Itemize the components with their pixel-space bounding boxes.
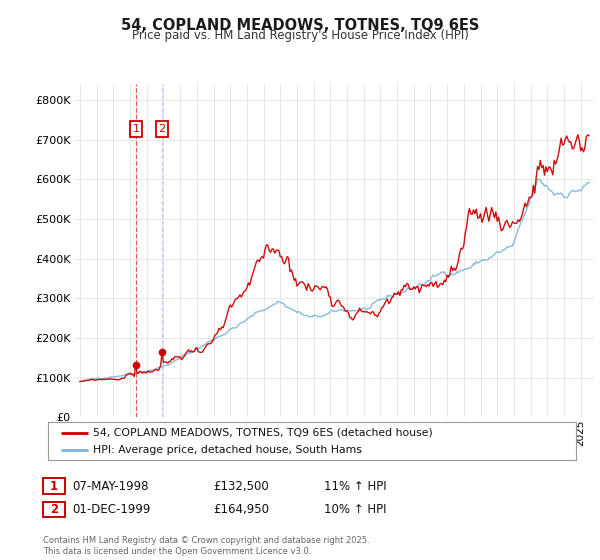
FancyBboxPatch shape [48, 422, 576, 460]
Text: 07-MAY-1998: 07-MAY-1998 [72, 479, 149, 493]
Text: 1: 1 [133, 124, 139, 134]
Text: Contains HM Land Registry data © Crown copyright and database right 2025.
This d: Contains HM Land Registry data © Crown c… [43, 536, 370, 556]
Text: 01-DEC-1999: 01-DEC-1999 [72, 503, 151, 516]
Text: Price paid vs. HM Land Registry's House Price Index (HPI): Price paid vs. HM Land Registry's House … [131, 29, 469, 42]
Text: 54, COPLAND MEADOWS, TOTNES, TQ9 6ES: 54, COPLAND MEADOWS, TOTNES, TQ9 6ES [121, 18, 479, 33]
Text: 1: 1 [50, 479, 58, 493]
Text: £132,500: £132,500 [213, 479, 269, 493]
Text: 2: 2 [158, 124, 166, 134]
Text: 54, COPLAND MEADOWS, TOTNES, TQ9 6ES (detached house): 54, COPLAND MEADOWS, TOTNES, TQ9 6ES (de… [93, 427, 433, 437]
Text: 2: 2 [50, 503, 58, 516]
Text: £164,950: £164,950 [213, 503, 269, 516]
Text: HPI: Average price, detached house, South Hams: HPI: Average price, detached house, Sout… [93, 445, 362, 455]
Text: 10% ↑ HPI: 10% ↑ HPI [324, 503, 386, 516]
Text: 11% ↑ HPI: 11% ↑ HPI [324, 479, 386, 493]
